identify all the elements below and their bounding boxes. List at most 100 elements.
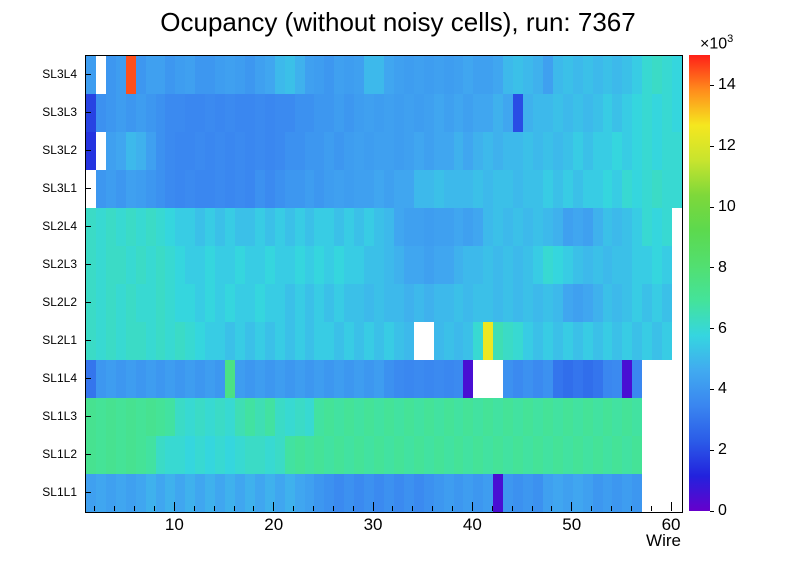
heatmap-cell — [642, 474, 653, 512]
heatmap-cell — [135, 170, 146, 208]
y-tick — [85, 339, 91, 341]
heatmap-cell — [344, 322, 355, 360]
heatmap-cell — [662, 246, 673, 284]
heatmap-cell — [413, 94, 424, 132]
heatmap-cell — [453, 170, 464, 208]
heatmap-cell — [205, 284, 216, 322]
heatmap-cell — [304, 94, 315, 132]
heatmap-cell — [602, 398, 613, 436]
heatmap-cell — [354, 208, 365, 246]
heatmap-cell — [612, 398, 623, 436]
heatmap-cell — [155, 474, 166, 512]
heatmap-cell — [374, 360, 384, 398]
heatmap-cell — [453, 56, 464, 94]
heatmap-cell — [413, 132, 424, 170]
heatmap-cell — [443, 322, 454, 360]
y-axis-label: SL1L1 — [42, 485, 77, 499]
heatmap-cell — [572, 322, 583, 360]
heatmap-cell — [592, 208, 603, 246]
heatmap-cell — [374, 474, 384, 512]
heatmap-cell — [284, 246, 295, 284]
heatmap-cell — [533, 132, 543, 170]
x-minor-tick — [531, 506, 533, 511]
x-minor-tick — [253, 506, 255, 511]
heatmap-cell — [384, 94, 394, 132]
heatmap-cell — [542, 360, 553, 398]
heatmap-cell — [552, 474, 563, 512]
heatmap-cell — [135, 322, 146, 360]
heatmap-cell — [175, 398, 186, 436]
heatmap-cell — [95, 132, 106, 170]
heatmap-cell — [185, 170, 196, 208]
heatmap-cell — [393, 56, 404, 94]
heatmap-cell — [125, 94, 136, 132]
heatmap-cell — [612, 132, 623, 170]
heatmap-cell — [642, 284, 653, 322]
heatmap-cell — [443, 56, 454, 94]
heatmap-cell — [384, 132, 394, 170]
heatmap-cell — [562, 170, 573, 208]
heatmap-cell — [463, 322, 474, 360]
heatmap-cell — [254, 322, 265, 360]
heatmap-cell — [215, 436, 226, 474]
heatmap-cell — [175, 132, 186, 170]
heatmap-cell — [374, 322, 384, 360]
heatmap-cell — [463, 398, 474, 436]
heatmap-cell — [403, 208, 414, 246]
y-axis-label: SL3L4 — [42, 67, 77, 81]
heatmap-cell — [254, 284, 265, 322]
heatmap-cell — [652, 170, 663, 208]
heatmap-cell — [364, 94, 375, 132]
heatmap-cell — [235, 132, 245, 170]
heatmap-cell — [533, 322, 543, 360]
heatmap-cell — [294, 94, 305, 132]
heatmap-cell — [582, 398, 593, 436]
heatmap-cell — [244, 94, 255, 132]
heatmap-cell — [413, 398, 424, 436]
heatmap-cell — [642, 398, 653, 436]
colorbar-tick — [710, 510, 714, 512]
heatmap-cell — [284, 132, 295, 170]
heatmap-cell — [393, 322, 404, 360]
heatmap-cell — [235, 360, 245, 398]
heatmap-cell — [125, 322, 136, 360]
heatmap-cell — [503, 246, 514, 284]
heatmap-cell — [105, 94, 116, 132]
heatmap-cell — [354, 94, 365, 132]
heatmap-cell — [304, 398, 315, 436]
heatmap-cell — [493, 360, 504, 398]
heatmap-cell — [413, 208, 424, 246]
heatmap-cell — [324, 322, 335, 360]
heatmap-cell — [562, 360, 573, 398]
heatmap-cell — [533, 170, 543, 208]
heatmap-cell — [453, 474, 464, 512]
heatmap-cell — [115, 208, 126, 246]
x-minor-tick — [352, 506, 354, 511]
heatmap-cell — [205, 322, 216, 360]
x-minor-tick — [610, 506, 612, 511]
heatmap-cell — [235, 322, 245, 360]
heatmap-cell — [225, 398, 235, 436]
x-minor-tick — [412, 506, 414, 511]
heatmap-cell — [483, 322, 494, 360]
colorbar-tick — [710, 328, 714, 330]
heatmap-cell — [175, 246, 186, 284]
heatmap-cell — [274, 398, 285, 436]
heatmap-cell — [145, 474, 156, 512]
heatmap-cell — [413, 284, 424, 322]
x-axis-label: Wire — [646, 531, 681, 550]
x-minor-tick — [491, 506, 493, 511]
heatmap-cell — [503, 94, 514, 132]
heatmap-cell — [274, 94, 285, 132]
heatmap-cell — [423, 94, 434, 132]
heatmap-cell — [215, 56, 226, 94]
heatmap-cell — [562, 436, 573, 474]
heatmap-cell — [602, 360, 613, 398]
heatmap-cell — [612, 360, 623, 398]
heatmap-cell — [423, 322, 434, 360]
heatmap-cell — [314, 474, 325, 512]
heatmap-cell — [672, 208, 682, 246]
heatmap-cell — [562, 132, 573, 170]
heatmap-cell — [592, 360, 603, 398]
heatmap-cell — [125, 284, 136, 322]
